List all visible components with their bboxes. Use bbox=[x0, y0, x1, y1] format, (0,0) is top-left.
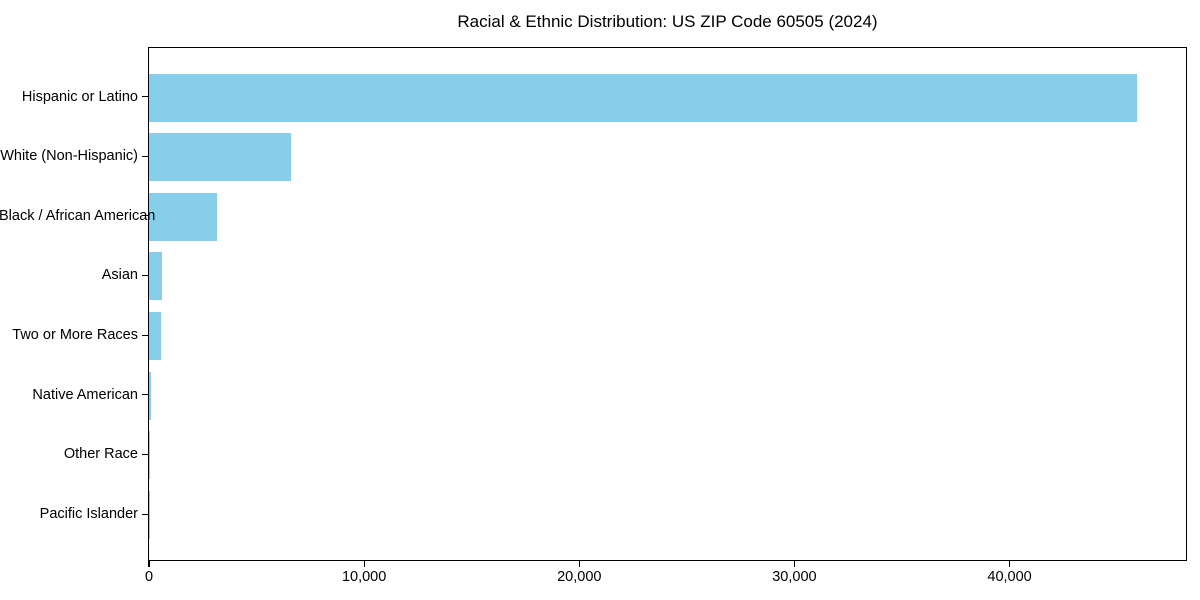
y-tick-label: Hispanic or Latino bbox=[21, 88, 138, 105]
x-tick-label: 10,000 bbox=[341, 569, 387, 585]
x-tick-mark bbox=[148, 561, 150, 567]
y-tick-label: Pacific Islander bbox=[39, 506, 138, 523]
y-tick-mark bbox=[142, 513, 148, 515]
x-tick-label: 30,000 bbox=[772, 569, 817, 585]
y-tick-mark bbox=[142, 394, 148, 396]
y-tick-label: Native American bbox=[32, 386, 138, 403]
y-tick-label: Black / African American bbox=[0, 207, 156, 224]
bar-white-non-hispanic bbox=[149, 133, 291, 182]
x-tick-mark bbox=[1008, 561, 1011, 567]
bar-two-or-more-races bbox=[149, 312, 162, 361]
bar-native-american bbox=[149, 371, 151, 420]
bar-hispanic-or-latino bbox=[149, 73, 1137, 122]
bar-black-african-american bbox=[149, 192, 217, 241]
y-tick-mark bbox=[142, 95, 148, 98]
x-tick-mark bbox=[793, 561, 796, 567]
chart-title: Racial & Ethnic Distribution: US ZIP Cod… bbox=[457, 12, 878, 31]
bar-asian bbox=[149, 252, 163, 301]
y-tick-mark bbox=[142, 453, 148, 456]
y-tick-mark bbox=[142, 274, 148, 277]
y-tick-label: Asian bbox=[101, 267, 138, 284]
bar-other-race bbox=[149, 431, 151, 480]
y-tick-label: Other Race bbox=[63, 446, 138, 463]
plot-area bbox=[148, 47, 1187, 561]
x-tick-label: 40,000 bbox=[987, 569, 1032, 585]
y-tick-mark bbox=[142, 155, 148, 157]
y-tick-mark bbox=[142, 215, 148, 217]
x-tick-label: 20,000 bbox=[557, 569, 602, 585]
y-tick-mark bbox=[142, 334, 148, 336]
y-tick-label: White (Non-Hispanic) bbox=[0, 148, 138, 165]
x-tick-mark bbox=[363, 561, 365, 567]
x-tick-mark bbox=[578, 561, 580, 567]
x-tick-label: 0 bbox=[144, 569, 154, 585]
y-tick-label: Two or More Races bbox=[12, 327, 138, 344]
